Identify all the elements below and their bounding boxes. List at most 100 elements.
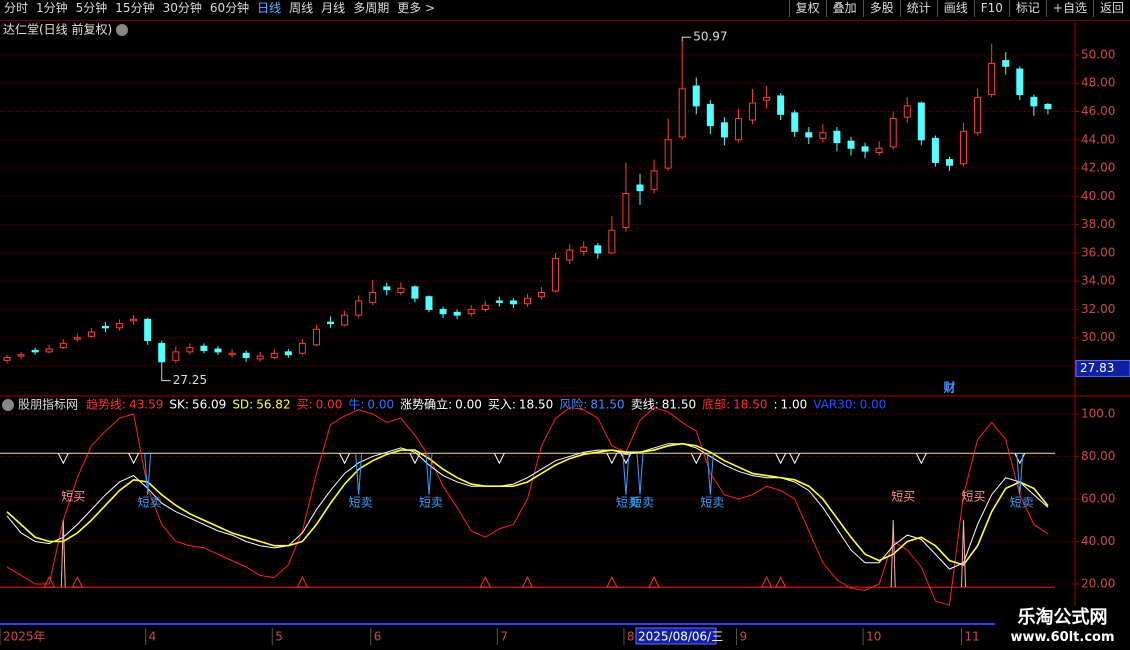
candle-body [917, 102, 925, 141]
candle-body [580, 246, 588, 252]
v-mark [789, 453, 801, 465]
y-tick-label: 34.00 [1081, 274, 1115, 288]
candle-body [284, 351, 292, 356]
candle-body [481, 304, 489, 310]
indicator-line [6, 407, 1049, 606]
title-menu [2, 399, 14, 411]
candle-body [1030, 96, 1038, 107]
date-label: 7 [500, 630, 508, 644]
sell-label: 短卖 [1010, 496, 1034, 510]
y-tick-label: 100.0 [1081, 406, 1115, 420]
date-label: 11 [965, 630, 980, 644]
candle-body [861, 146, 869, 152]
period-tabs: 分时 1分钟 5分钟 15分钟 30分钟 60分钟 日线 周线 月线 多周期 更多 > [0, 0, 439, 20]
date-label: 6 [374, 630, 382, 644]
buy-label: 短买 [891, 490, 915, 504]
candle-body [903, 105, 911, 118]
tool-button[interactable]: 标记 [1008, 0, 1046, 17]
period-tab[interactable]: 多周期 [353, 1, 390, 15]
candle-body [31, 349, 39, 353]
y-tick-label: 60.00 [1081, 491, 1115, 505]
candle-body [720, 122, 728, 138]
candle-body [960, 130, 968, 165]
tool-button[interactable]: 叠加 [825, 0, 863, 17]
watermark-url: www.60lt.com [1010, 630, 1115, 645]
toolbar: 分时 1分钟 5分钟 15分钟 30分钟 60分钟 日线 周线 月线 多周期 更多 > 复权 叠加 多股统… [0, 0, 1130, 21]
y-tick-label: 36.00 [1081, 245, 1115, 259]
candle-body [59, 342, 67, 349]
v-mark [57, 453, 69, 465]
candle-body [369, 291, 377, 303]
v-mark [775, 453, 787, 465]
tool-button[interactable]: F10 [973, 0, 1009, 17]
candle-body [988, 62, 996, 96]
v-mark [1014, 453, 1026, 465]
tool-button[interactable]: 复权 [788, 0, 826, 17]
candle-body [242, 352, 250, 359]
cursor-price: 27.83 [1080, 361, 1114, 375]
period-tab[interactable]: 5分钟 [75, 1, 108, 15]
buy-label: 短买 [61, 490, 85, 504]
tool-button[interactable]: 多股 [862, 0, 900, 17]
candle-body [833, 130, 841, 144]
candle-body [439, 308, 447, 315]
period-tab[interactable]: 分时 [4, 1, 29, 15]
period-tab[interactable]: 周线 [289, 1, 314, 15]
tool-button[interactable]: 返回 [1092, 0, 1130, 17]
date-label: 5 [275, 630, 283, 644]
triangle-mark [43, 576, 56, 588]
watermark-name: 乐淘公式网 [1017, 607, 1108, 628]
tool-button[interactable]: 统计 [899, 0, 937, 17]
candle-body [974, 96, 982, 134]
y-tick-label: 32.00 [1081, 302, 1115, 316]
period-tab[interactable]: 30分钟 [162, 1, 202, 15]
candle-body [228, 352, 236, 356]
candle-body [116, 323, 124, 329]
period-tab[interactable]: 日线 [257, 1, 282, 15]
y-tick-label: 46.00 [1081, 104, 1115, 118]
period-tab[interactable]: 更多 > [397, 1, 436, 15]
legend-value: 81.50 [590, 398, 624, 412]
v-mark [915, 453, 927, 465]
indicator-line [6, 443, 1049, 570]
candle-body [734, 118, 742, 141]
y-tick-label: 50.00 [1081, 47, 1115, 61]
candle-body [523, 297, 531, 305]
legend-value: 43.59 [129, 398, 163, 412]
candle-body [945, 159, 953, 166]
candle-body [636, 184, 644, 192]
triangle-mark [479, 576, 492, 588]
legend-name: 买入: [488, 398, 516, 412]
candle-body [144, 318, 152, 342]
period-tab[interactable]: 1分钟 [36, 1, 68, 15]
period-tab[interactable]: 60分钟 [209, 1, 250, 15]
legend-name: 卖线: [631, 398, 659, 412]
max-label: 50.97 [693, 30, 727, 44]
candle-body [383, 286, 391, 291]
triangle-mark [71, 576, 84, 588]
legend-name: : [774, 398, 778, 412]
candle-body [875, 147, 883, 154]
period-tab[interactable]: 月线 [321, 1, 346, 15]
candle-body [327, 321, 335, 325]
candle-body [341, 314, 349, 326]
y-tick-label: 48.00 [1081, 76, 1115, 90]
indicator-title: 股朋指标网 [18, 397, 78, 412]
candle-body [17, 354, 25, 357]
buy-spike [890, 520, 896, 588]
tool-button[interactable]: 画线 [936, 0, 974, 17]
candle-body [425, 296, 433, 310]
y-tick-label: 38.00 [1081, 217, 1115, 231]
candle-body [1016, 68, 1024, 96]
tool-button[interactable]: +自选 [1045, 0, 1093, 17]
v-mark [606, 453, 618, 465]
period-tab[interactable]: 15分钟 [115, 1, 155, 15]
y-tick-label: 42.00 [1081, 161, 1115, 175]
sell-label: 短卖 [700, 496, 724, 510]
candle-body [467, 308, 475, 315]
candle-body [495, 300, 503, 303]
candle-body [791, 112, 799, 132]
triangle-mark [774, 576, 787, 588]
